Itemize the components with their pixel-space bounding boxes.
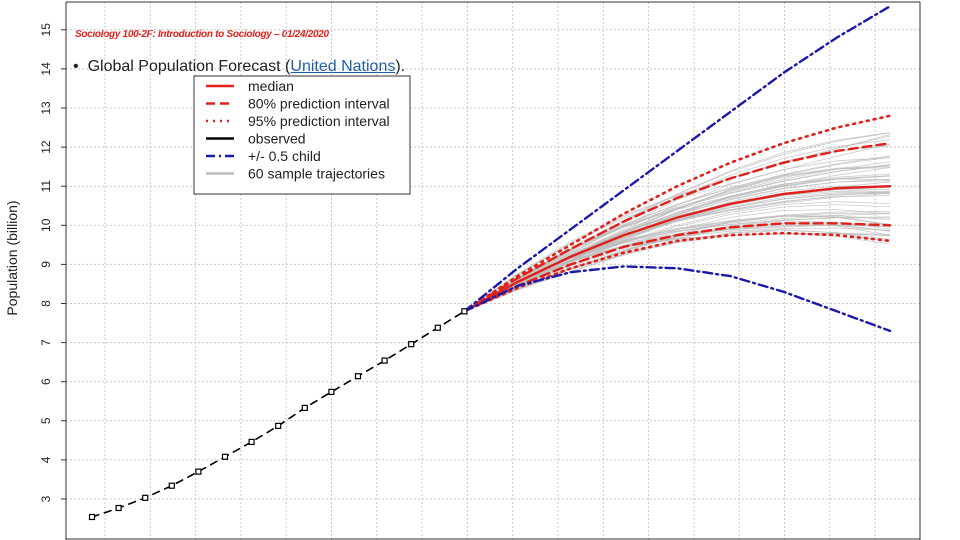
trajectory-1 (464, 186, 891, 312)
legend-label-3: 95% prediction interval (248, 113, 390, 129)
trajectory-60 (464, 145, 891, 312)
y-tick-label-7: 7 (39, 339, 53, 346)
trajectory-32 (464, 193, 891, 312)
y-tick-label-10: 10 (39, 218, 53, 232)
series-80-lower (463, 222, 892, 313)
trajectory-11 (464, 215, 891, 312)
observed-point-1995 (328, 388, 335, 395)
y-axis-label: Population (billion) (4, 200, 20, 315)
bullet-text-end: ). (395, 58, 406, 75)
trajectory-33 (464, 193, 891, 312)
trajectory-3 (464, 192, 891, 312)
observed-point-1950 (88, 513, 96, 521)
observed-point-2010 (408, 341, 415, 348)
trajectory-58 (464, 222, 891, 312)
y-tick-label-9: 9 (39, 261, 53, 268)
series--0-5-child (463, 265, 892, 333)
observed-point-1955 (115, 504, 122, 512)
trajectory-43 (464, 215, 891, 312)
bullet-symbol: • (73, 58, 79, 75)
observed-point-1980 (248, 438, 255, 446)
legend-label-1: median (248, 78, 294, 94)
trajectory-54 (464, 161, 891, 312)
y-tick-label-14: 14 (39, 62, 53, 76)
observed-point-2000 (354, 373, 362, 380)
observed-point-1990 (301, 404, 308, 411)
y-tick-label-5: 5 (39, 417, 53, 424)
observed-point-1960 (142, 494, 149, 501)
observed-point-1985 (275, 422, 282, 429)
observed-point-2015 (434, 324, 441, 331)
y-tick-label-4: 4 (39, 456, 53, 463)
observed-point-1975 (221, 453, 229, 460)
trajectory-50 (464, 175, 891, 312)
y-tick-label-13: 13 (39, 101, 53, 115)
y-tick-label-12: 12 (39, 140, 53, 154)
y-axis: 3 4 5 6 7 8 9 10 11 12 13 14 15 (39, 1, 921, 540)
series-95-upper (463, 114, 892, 313)
series-80-upper (463, 141, 892, 313)
y-tick-label-8: 8 (39, 300, 53, 307)
legend-label-2: 80% prediction interval (248, 96, 390, 112)
united-nations-link[interactable]: United Nations (290, 58, 396, 75)
y-tick-label-11: 11 (39, 180, 53, 193)
observed-point-2005 (381, 357, 388, 364)
legend-label-5: +/- 0.5 child (248, 148, 321, 164)
course-header: Sociology 100-2F: Introduction to Sociol… (75, 29, 329, 40)
observed-point-1965 (168, 482, 175, 489)
y-tick-label-6: 6 (39, 378, 53, 385)
y-tick-label-15: 15 (39, 23, 53, 37)
observed-markers (88, 308, 468, 521)
y-tick-label-3: 3 (39, 495, 53, 502)
series-lines (91, 5, 892, 518)
observed-point-2020 (461, 308, 468, 315)
trajectory-42 (464, 204, 891, 312)
series--0-5-child (463, 5, 892, 313)
bullet-item: • Global Population Forecast (United Nati… (73, 58, 405, 76)
legend-label-6: 60 sample trajectories (248, 166, 385, 182)
legend-label-4: observed (248, 131, 306, 147)
trajectory-47 (464, 175, 891, 312)
series-median (463, 184, 892, 313)
bullet-text: Global Population Forecast ( (87, 58, 291, 75)
trajectory-59 (464, 181, 891, 312)
trajectory-51 (464, 227, 891, 312)
trajectory-57 (464, 215, 891, 312)
observed-point-1970 (195, 468, 202, 475)
